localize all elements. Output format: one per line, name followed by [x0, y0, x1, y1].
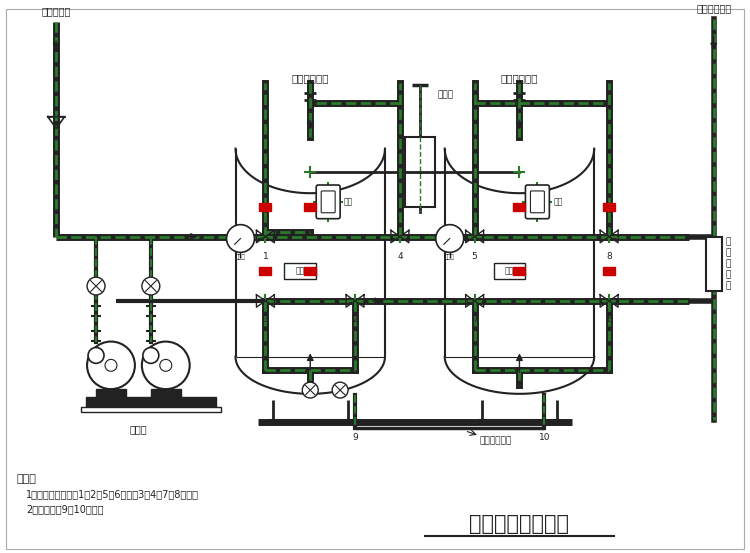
Text: 5: 5	[472, 252, 478, 262]
Bar	[151, 389, 181, 397]
Text: 9: 9	[352, 432, 358, 442]
Text: 1、正常过滤：蝶阀1、2、5、6打开；3、4、7、8关闭；: 1、正常过滤：蝶阀1、2、5、6打开；3、4、7、8关闭；	[26, 489, 200, 499]
Bar	[304, 267, 316, 275]
Bar	[260, 267, 272, 275]
Bar	[260, 203, 272, 211]
Text: 10: 10	[538, 432, 550, 442]
Text: 2、进气阀门9、10关闭。: 2、进气阀门9、10关闭。	[26, 504, 104, 514]
Text: 4: 4	[397, 252, 403, 262]
Bar	[514, 203, 526, 211]
Text: 过滤器过滤示意图: 过滤器过滤示意图	[470, 514, 569, 534]
Text: 7: 7	[472, 315, 478, 324]
Text: 6: 6	[606, 315, 612, 324]
Bar	[405, 138, 435, 207]
Text: 排气管: 排气管	[438, 90, 454, 99]
Circle shape	[142, 347, 159, 363]
Bar	[284, 263, 316, 279]
Circle shape	[87, 342, 135, 389]
Circle shape	[332, 382, 348, 398]
Text: 来自过滤泵: 来自过滤泵	[41, 7, 70, 17]
Text: 压力表: 压力表	[236, 254, 245, 260]
Circle shape	[436, 225, 463, 252]
Text: 说明：: 说明：	[16, 474, 36, 484]
Text: 管
式
流
量
计: 管 式 流 量 计	[726, 237, 731, 290]
Text: 过滤器出水口: 过滤器出水口	[696, 4, 731, 14]
Text: 1: 1	[262, 252, 268, 262]
Text: 视镜: 视镜	[344, 197, 353, 206]
Bar	[706, 237, 722, 291]
FancyBboxPatch shape	[316, 185, 340, 218]
Circle shape	[226, 225, 254, 252]
Circle shape	[88, 347, 104, 363]
Text: 石英砂过滤器: 石英砂过滤器	[292, 73, 329, 83]
Circle shape	[87, 277, 105, 295]
Bar	[86, 397, 215, 407]
Bar	[603, 267, 615, 275]
Bar	[514, 267, 526, 275]
Text: 铭牌: 铭牌	[505, 267, 515, 276]
Text: 活性炭吸附器: 活性炭吸附器	[501, 73, 538, 83]
Text: 铭牌: 铭牌	[296, 267, 305, 276]
Text: 8: 8	[606, 252, 612, 262]
Circle shape	[142, 277, 160, 295]
Bar	[304, 203, 316, 211]
Text: 3: 3	[262, 315, 268, 324]
Circle shape	[142, 342, 190, 389]
Bar	[96, 389, 126, 397]
Text: 2: 2	[352, 315, 358, 324]
Text: 反冲泵: 反冲泵	[129, 424, 147, 434]
Text: 反冲洗空气管: 反冲洗空气管	[479, 437, 512, 446]
Text: 视镜: 视镜	[554, 197, 562, 206]
FancyBboxPatch shape	[526, 185, 549, 218]
Bar	[81, 407, 220, 412]
Bar	[603, 203, 615, 211]
Circle shape	[302, 382, 318, 398]
Text: 压力表: 压力表	[445, 254, 454, 260]
Bar	[494, 263, 526, 279]
